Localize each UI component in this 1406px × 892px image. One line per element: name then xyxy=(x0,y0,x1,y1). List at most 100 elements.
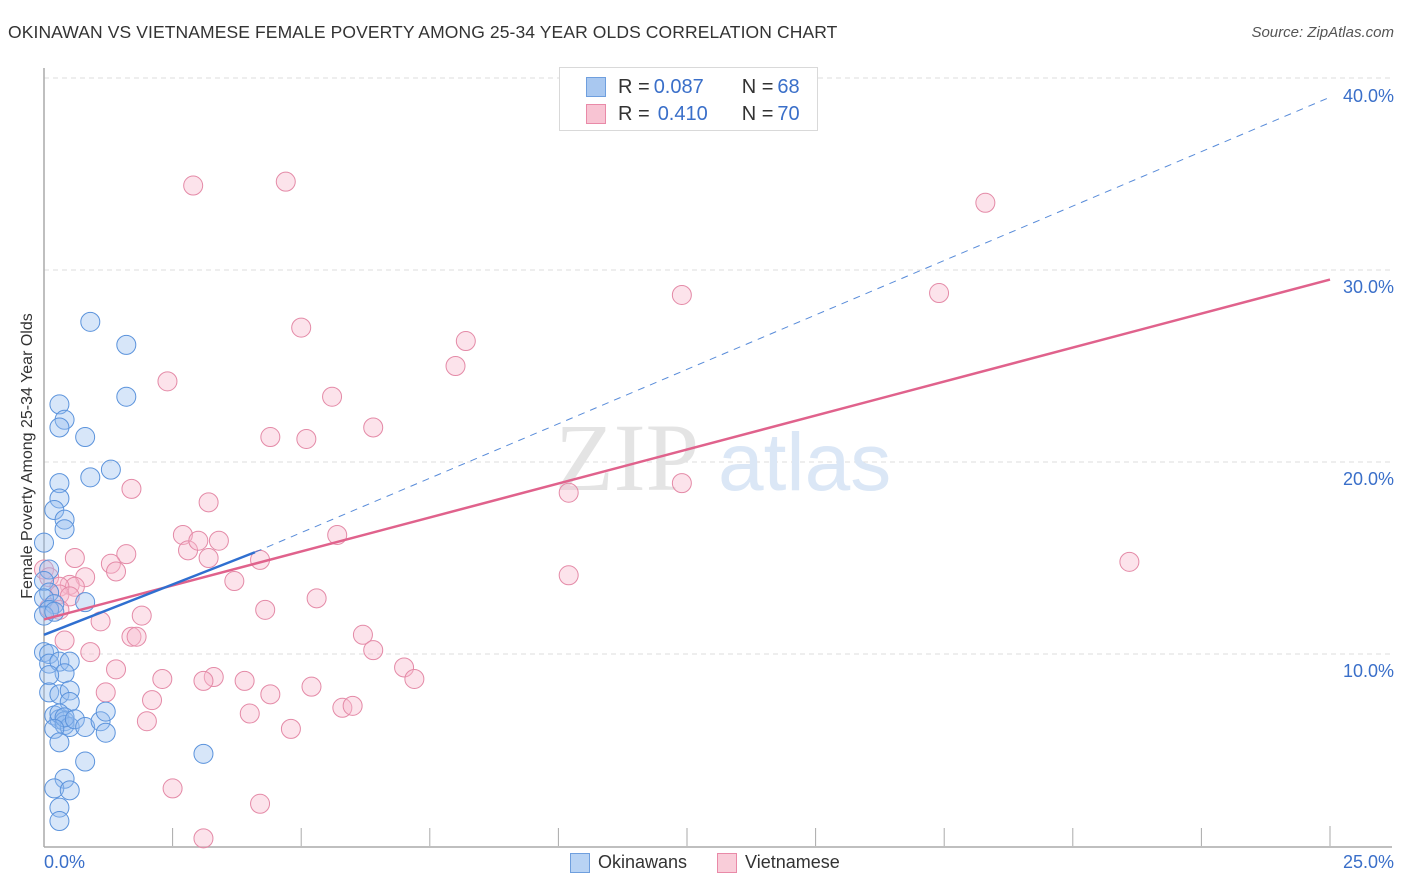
okinawans-swatch xyxy=(570,852,590,873)
svg-text:ZIP: ZIP xyxy=(555,404,699,511)
n-value: 68 xyxy=(777,75,800,98)
legend-item-okinawans[interactable]: Okinawans xyxy=(570,852,687,873)
okinawan-point xyxy=(49,811,70,832)
vietnamese-point xyxy=(198,548,219,568)
legend-row-okinawans: R = 0.087 N = 68 xyxy=(586,75,800,99)
okinawan-point xyxy=(59,651,80,672)
vietnamese-point xyxy=(126,626,147,647)
legend-label: Okinawans xyxy=(598,852,688,872)
okinawan-point xyxy=(44,718,65,739)
vietnamese-point xyxy=(193,670,214,691)
vietnamese-point xyxy=(296,428,317,449)
gridlines xyxy=(44,77,1392,655)
n-label: N = xyxy=(741,75,774,98)
vietnamese-point xyxy=(193,828,214,849)
okinawan-point xyxy=(193,743,214,764)
okinawan-point xyxy=(75,751,96,772)
vietnamese-point xyxy=(306,588,327,609)
vietnamese-point xyxy=(275,171,296,192)
vietnamese-point xyxy=(671,284,692,305)
x-tick-min: 0.0% xyxy=(44,852,86,872)
okinawan-point xyxy=(75,427,96,448)
vietnamese-point xyxy=(106,659,127,680)
vietnamese-point xyxy=(172,524,193,545)
okinawan-point xyxy=(49,394,70,415)
okinawan-point xyxy=(54,707,75,728)
vietnamese-point xyxy=(116,544,137,565)
vietnamese-point xyxy=(455,331,476,352)
vietnamese-point xyxy=(224,571,245,592)
okinawan-point xyxy=(95,701,116,722)
okinawan-point xyxy=(49,651,70,672)
vietnamese-point xyxy=(106,561,127,582)
vietnamese-point xyxy=(152,668,173,689)
y-tick-10: 10.0% xyxy=(1342,661,1394,681)
vietnamese-point xyxy=(352,624,373,645)
okinawan-point xyxy=(54,519,75,540)
vietnamese-point xyxy=(234,670,255,691)
vietnamese-point xyxy=(558,482,579,503)
okinawan-point xyxy=(59,780,80,801)
axes xyxy=(43,68,1392,848)
okinawan-point xyxy=(34,571,54,592)
chart-title: OKINAWAN VS VIETNAMESE FEMALE POVERTY AM… xyxy=(8,22,838,42)
okinawan-point xyxy=(49,488,70,509)
vietnamese-point xyxy=(301,676,322,697)
vietnamese-point xyxy=(80,642,101,663)
legend-item-vietnamese[interactable]: Vietnamese xyxy=(717,852,840,873)
trend-lines xyxy=(43,96,1331,636)
vietnamese-point xyxy=(280,718,301,739)
vietnamese-point xyxy=(162,778,183,799)
vietnamese-point xyxy=(95,682,116,703)
okinawan-point xyxy=(34,605,54,626)
legend-row-vietnamese: R = 0.410 N = 70 xyxy=(586,102,800,126)
r-value: 0.087 xyxy=(653,75,704,98)
okinawan-point xyxy=(75,716,96,737)
r-label: R = xyxy=(618,102,650,125)
vietnamese-point xyxy=(558,565,579,586)
vietnamese-point xyxy=(183,175,204,196)
vietnamese-point xyxy=(142,690,163,711)
vietnamese-point xyxy=(394,657,415,678)
y-axis-title: Female Poverty Among 25-34 Year Olds xyxy=(19,313,36,599)
vietnamese-point xyxy=(203,667,224,688)
vietnamese-point xyxy=(1119,551,1140,572)
y-tick-30: 30.0% xyxy=(1342,277,1394,297)
vietnamese-point xyxy=(64,548,85,568)
vietnamese-point xyxy=(322,386,343,407)
okinawan-point xyxy=(95,722,116,743)
okinawan-point xyxy=(59,680,80,701)
okinawan-point xyxy=(39,665,60,686)
vietnamese-point xyxy=(363,640,384,661)
y-tick-20: 20.0% xyxy=(1342,469,1394,489)
vietnamese-point xyxy=(332,697,353,718)
okinawan-point xyxy=(116,334,137,355)
vietnamese-point xyxy=(445,356,466,376)
vietnamese-point xyxy=(136,711,157,732)
okinawan-point xyxy=(39,559,60,580)
correlation-legend: R = 0.087 N = 68 R = 0.410 N = 70 xyxy=(559,67,818,131)
okinawan-point xyxy=(39,682,60,703)
okinawan-point xyxy=(64,709,85,730)
svg-text:atlas: atlas xyxy=(718,417,891,508)
r-label: R = xyxy=(618,75,650,98)
n-label: N = xyxy=(741,102,774,125)
okinawan-trend-line xyxy=(43,551,256,636)
vietnamese-point xyxy=(260,427,281,448)
vietnamese-swatch xyxy=(717,852,738,873)
n-value: 70 xyxy=(777,102,800,125)
series-legend: Okinawans Vietnamese xyxy=(570,852,870,873)
vietnamese-point xyxy=(250,793,271,814)
vietnamese-point xyxy=(188,530,209,551)
r-value: 0.410 xyxy=(657,102,708,125)
zipatlas-watermark: ZIP atlas xyxy=(555,404,891,511)
vietnamese-point xyxy=(198,492,219,513)
x-tick-max: 25.0% xyxy=(1342,852,1394,872)
vietnamese-point xyxy=(260,684,281,705)
okinawan-point xyxy=(116,386,137,407)
vietnamese-point xyxy=(291,317,312,338)
vietnamese-point xyxy=(208,530,229,551)
okinawan-point xyxy=(34,588,54,609)
vietnamese-point xyxy=(54,630,75,651)
